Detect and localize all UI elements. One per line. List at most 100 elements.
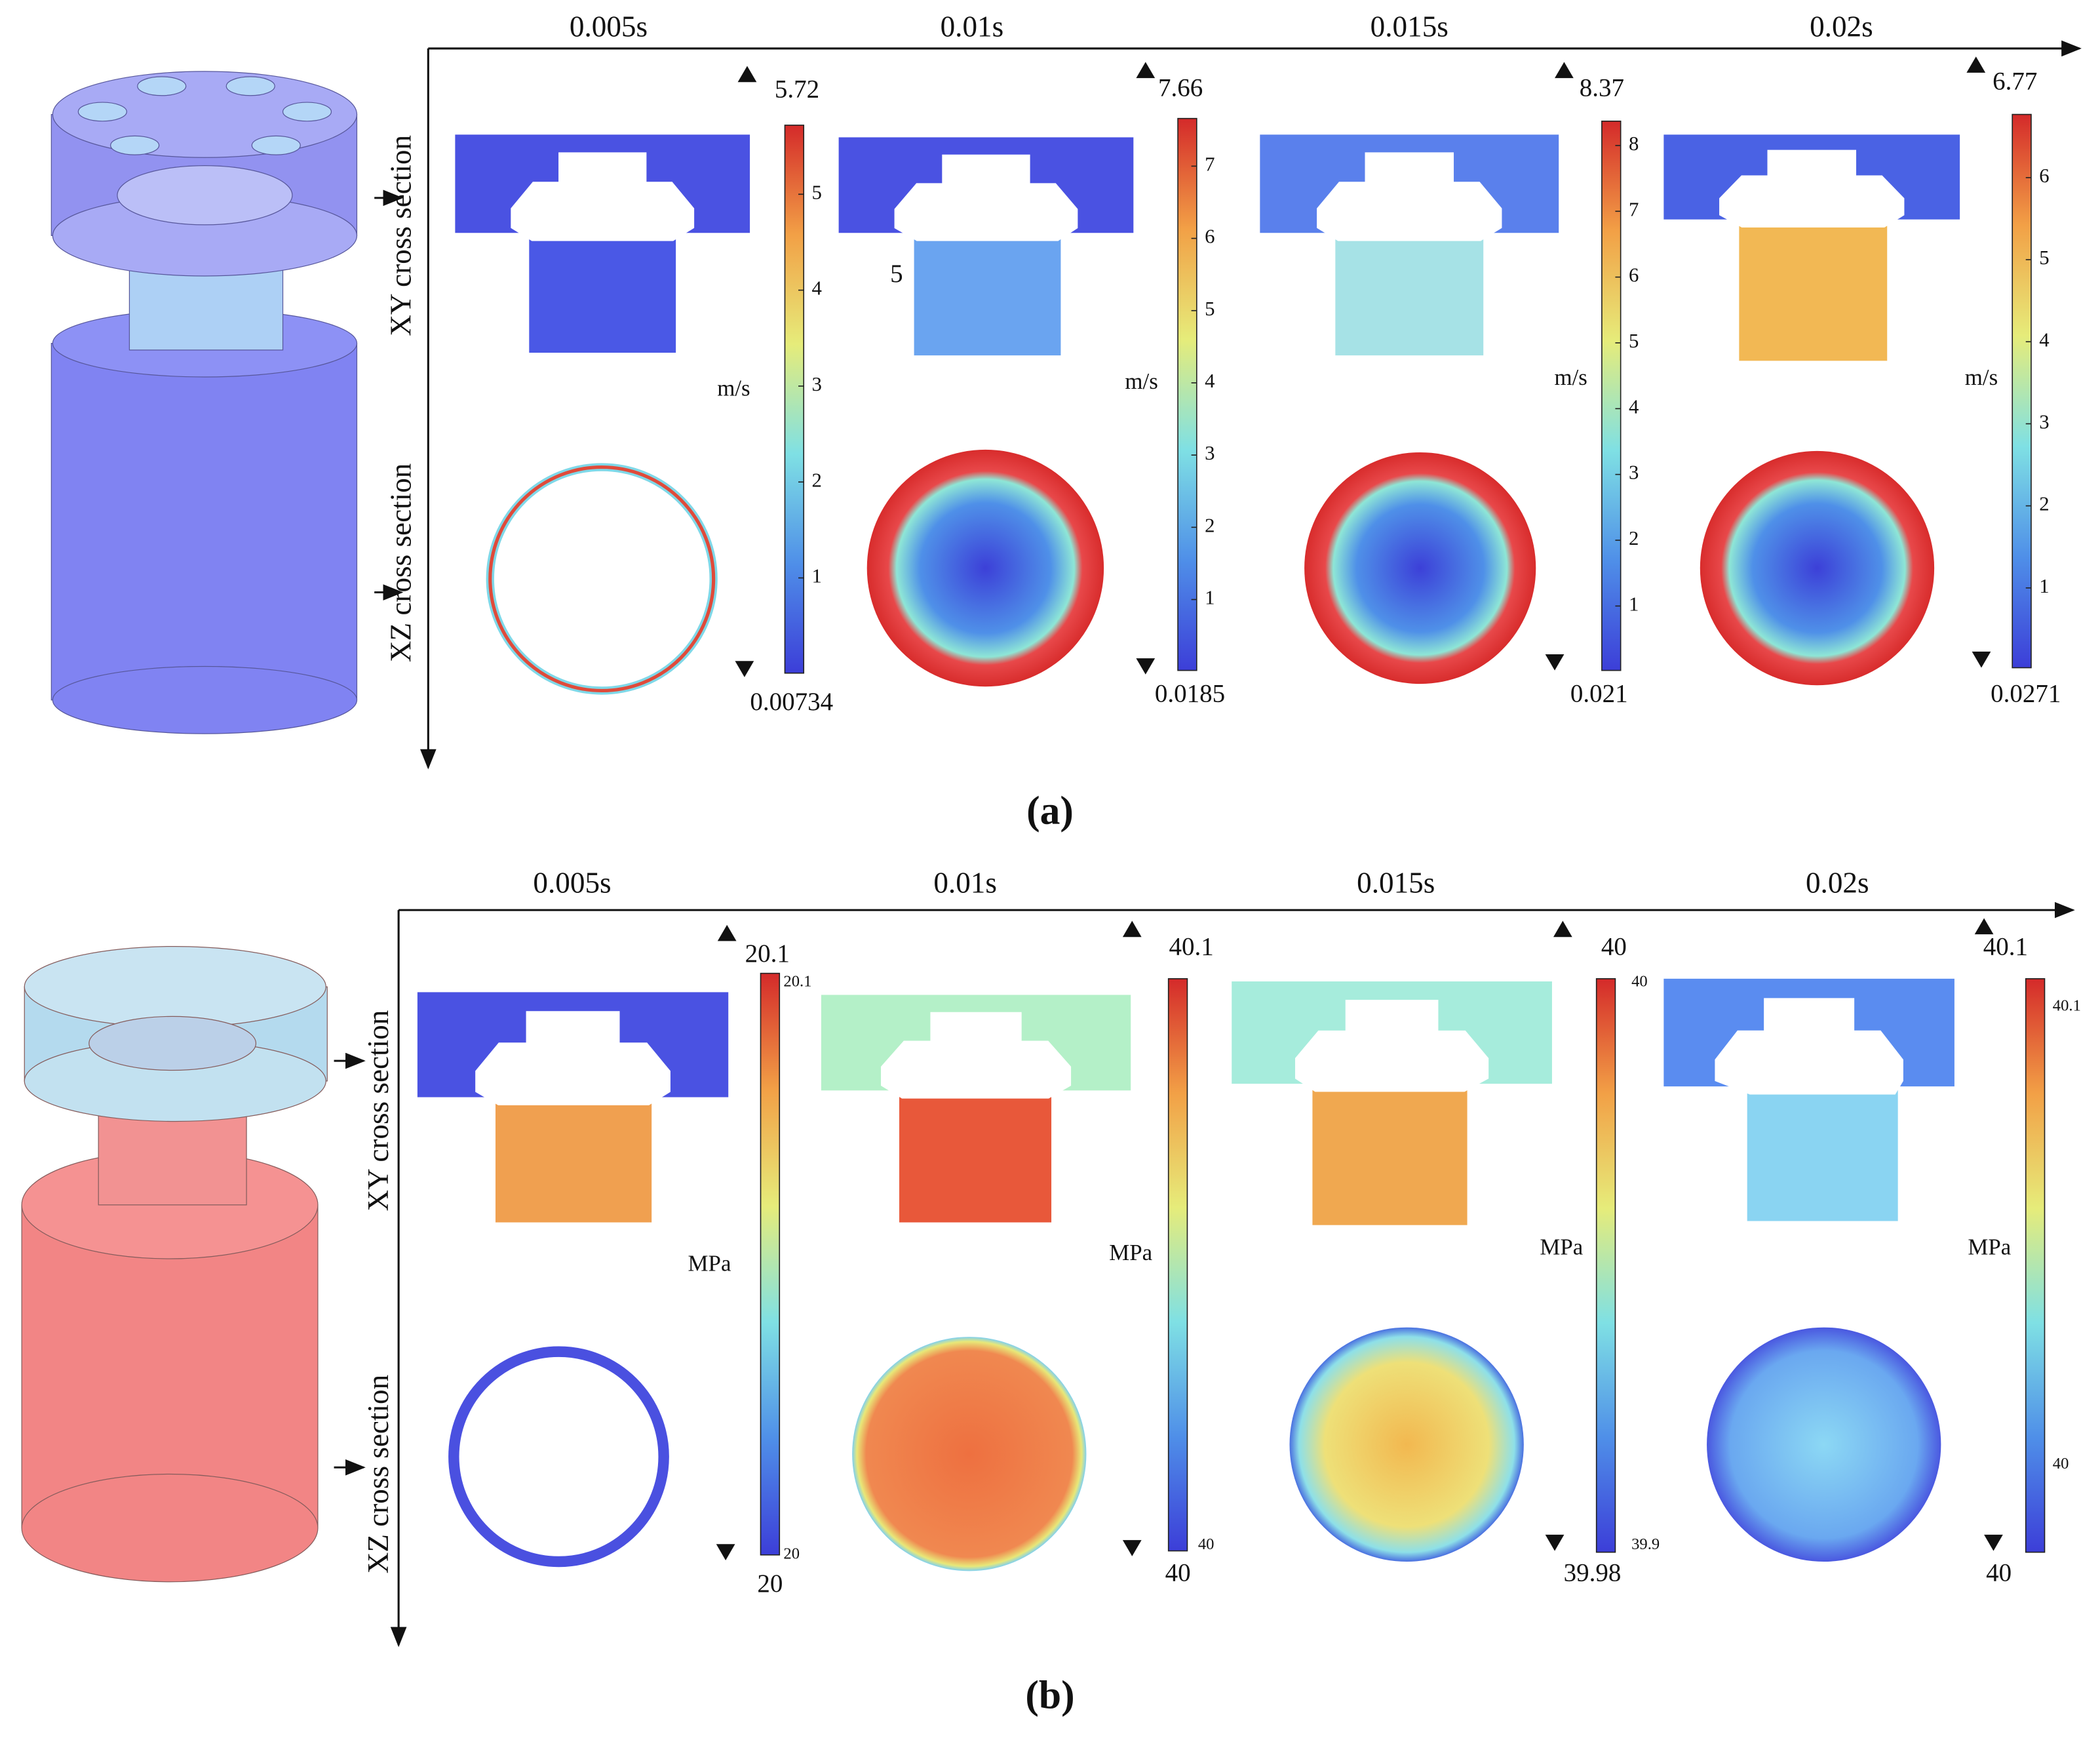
colorbar-unit: m/s (1554, 365, 1587, 390)
colorbar-unit: MPa (1540, 1234, 1583, 1260)
min-marker (1545, 654, 1565, 671)
time-label: 0.02s (1806, 867, 1869, 899)
min-marker (716, 1544, 735, 1560)
colorbar-tick-label: 3 (1205, 442, 1215, 464)
colorbar-min: 40 (1165, 1558, 1191, 1587)
row-label: XZ cross section (385, 464, 418, 662)
model-b (21, 945, 328, 1583)
colorbar-tick-label: 4 (2039, 328, 2049, 351)
colorbar-min: 0.0185 (1155, 680, 1225, 708)
xy-hole (1715, 998, 1903, 1095)
colorbar-max: 40 (1601, 933, 1627, 961)
colorbar-unit: MPa (1968, 1234, 2011, 1260)
xy-section (914, 233, 1061, 356)
colorbar-min: 20 (757, 1570, 783, 1598)
max-marker (1974, 918, 1994, 935)
panel-label: (a) (1026, 788, 1074, 833)
time-label: 0.015s (1357, 867, 1435, 899)
colorbar-tick-label: 40 (1631, 973, 1648, 991)
max-marker (1966, 56, 1986, 73)
min-marker (1545, 1534, 1565, 1551)
colorbar-tick-label: 5 (1629, 330, 1639, 352)
xy-section (1747, 1086, 1898, 1221)
colorbar-tick-label: 40 (2053, 1455, 2069, 1472)
colorbar (1177, 117, 1197, 671)
colorbar (1601, 120, 1622, 671)
xy-hole (894, 154, 1078, 241)
min-marker (1122, 1540, 1142, 1556)
time-label: 0.005s (533, 867, 611, 899)
model-a (50, 71, 358, 734)
colorbar-max: 8.37 (1580, 74, 1624, 102)
min-marker (1136, 658, 1156, 675)
max-marker (1136, 62, 1156, 79)
colorbar-tick-label: 3 (2039, 410, 2049, 433)
xy-hole (1719, 149, 1905, 228)
xy-hole (1317, 152, 1502, 241)
panel-label: (b) (1025, 1673, 1074, 1718)
colorbar-tick-label: 5 (2039, 247, 2049, 269)
time-label: 0.005s (570, 10, 648, 43)
colorbar-tick-label: 3 (1629, 462, 1639, 484)
colorbar-tick-label: 4 (1205, 370, 1215, 392)
colorbar-tick-label: 7 (1629, 198, 1639, 220)
colorbar-tick-label: 6 (2039, 165, 2049, 187)
colorbar-tick-label: 40 (1198, 1535, 1215, 1553)
colorbar-tick-label: 6 (1629, 264, 1639, 286)
colorbar-max: 20.1 (745, 939, 790, 968)
colorbar (1595, 978, 1616, 1553)
xz-section (448, 1346, 669, 1568)
colorbar-tick-label: 4 (1629, 395, 1639, 418)
xy-section (495, 1097, 652, 1223)
xy-hole (475, 1011, 671, 1105)
colorbar-tick-label: 7 (1205, 153, 1215, 175)
time-label: 0.01s (941, 10, 1004, 43)
colorbar-max: 5.72 (775, 75, 819, 104)
xy-section (1312, 1084, 1468, 1225)
colorbar-tick-label: 20 (783, 1545, 800, 1562)
max-marker (1122, 920, 1142, 938)
xy-section (1335, 233, 1484, 356)
row-label: XY cross section (385, 135, 418, 336)
colorbar-min: 0.021 (1570, 680, 1628, 708)
colorbar-unit: m/s (1965, 365, 1998, 390)
max-marker (717, 924, 737, 941)
xz-section (1700, 450, 1935, 686)
colorbar-tick-label: 2 (812, 469, 822, 491)
xz-section (1304, 452, 1536, 684)
colorbar-unit: m/s (1125, 368, 1157, 394)
time-label: 0.01s (933, 867, 997, 899)
colorbar-unit: m/s (717, 376, 750, 401)
xy-section (1739, 219, 1888, 361)
colorbar-tick-label: 2 (2039, 493, 2049, 515)
max-marker (737, 66, 757, 83)
colorbar (1167, 978, 1188, 1552)
colorbar (2025, 978, 2046, 1553)
colorbar-max: 6.77 (1993, 67, 2037, 95)
xz-section (852, 1337, 1087, 1571)
colorbar-tick-label: 3 (812, 373, 822, 395)
colorbar-min: 39.98 (1564, 1558, 1622, 1587)
colorbar-tick-label: 8 (1629, 132, 1639, 155)
colorbar-min: 0.0271 (1991, 680, 2061, 708)
colorbar-tick-label: 1 (1205, 587, 1215, 609)
xy-hole (881, 1012, 1072, 1099)
min-marker (1972, 651, 1991, 668)
xy-section (899, 1090, 1052, 1223)
colorbar-tick-label: 2 (1629, 527, 1639, 549)
colorbar-max: 40.1 (1983, 933, 2028, 961)
row-label: XY cross section (362, 1010, 395, 1212)
colorbar-tick-label: 1 (812, 565, 822, 587)
colorbar-tick-label: 5 (1205, 298, 1215, 320)
xy-hole (1294, 1000, 1489, 1092)
colorbar-tick-label: 4 (812, 277, 822, 300)
xz-section (1707, 1327, 1941, 1562)
time-label: 0.015s (1371, 10, 1449, 43)
colorbar-tick-label: 5 (812, 181, 822, 203)
colorbar-unit: MPa (1109, 1240, 1152, 1265)
xy-section (529, 233, 676, 353)
colorbar-tick-label: 1 (2039, 575, 2049, 597)
min-marker (1984, 1534, 2003, 1551)
